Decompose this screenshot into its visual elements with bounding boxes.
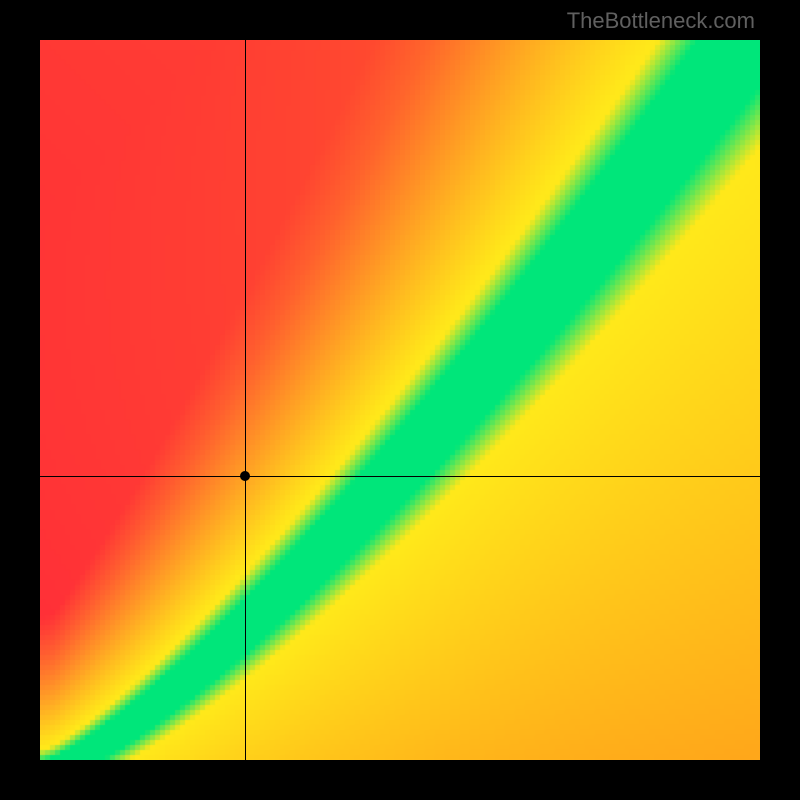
heatmap-canvas <box>40 40 760 760</box>
crosshair-point <box>240 471 250 481</box>
crosshair-horizontal <box>40 476 760 477</box>
crosshair-vertical <box>245 40 246 760</box>
watermark-text: TheBottleneck.com <box>567 8 755 34</box>
heatmap-plot <box>40 40 760 760</box>
